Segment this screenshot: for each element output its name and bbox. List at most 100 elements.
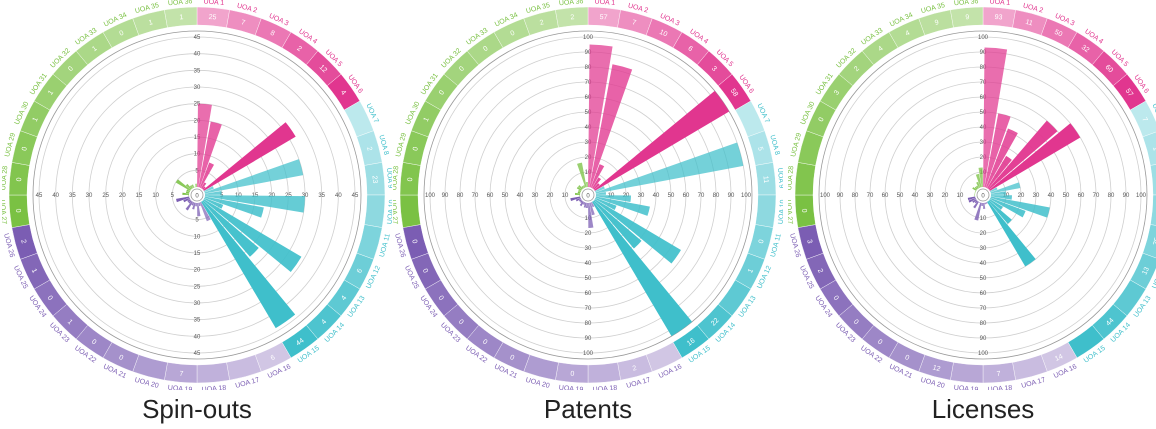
ring-segment — [399, 194, 421, 228]
bar-uoa-36 — [195, 183, 197, 188]
tick-label: 5 — [195, 218, 199, 224]
ring-value: 0 — [407, 177, 414, 182]
category-label: UOA 18 — [592, 385, 617, 390]
category-label: UOA 10 — [778, 199, 783, 224]
ring-value: 0 — [510, 30, 517, 38]
bar-uoa-6 — [594, 90, 730, 191]
grid-circle — [914, 126, 1052, 264]
tick-label: 20 — [585, 231, 592, 237]
tick-label: 25 — [194, 102, 201, 108]
bar-uoa-22 — [185, 201, 193, 211]
ring-value: 0 — [410, 239, 418, 245]
bar-uoa-6 — [989, 123, 1081, 191]
bar-uoa-25 — [575, 197, 582, 202]
ring-value: 11 — [762, 176, 770, 184]
tick-label: 90 — [585, 50, 592, 56]
ring-value: 0 — [800, 208, 807, 213]
bar-uoa-9 — [204, 190, 222, 195]
bar-uoa-10 — [595, 195, 631, 203]
tick-label: 20 — [547, 193, 554, 199]
category-label: UOA 20 — [920, 377, 946, 390]
tick-label: 40 — [980, 125, 987, 131]
category-label: UOA 26 — [393, 233, 406, 259]
ring-segment — [794, 162, 816, 196]
ring-segment — [1150, 194, 1156, 226]
bar-uoa-15 — [201, 201, 296, 329]
grid-circle — [504, 111, 672, 279]
bar-uoa-28 — [182, 192, 190, 195]
ring-value: 0 — [570, 371, 575, 378]
ring-value: 0 — [118, 354, 125, 362]
bar-uoa-14 — [988, 200, 1012, 224]
tick-label: 30 — [302, 193, 309, 199]
grid-circle — [55, 53, 339, 337]
tick-label: 80 — [852, 193, 859, 199]
category-label: UOA 19 — [558, 385, 583, 390]
tick-label: 70 — [980, 80, 987, 86]
tick-label: 80 — [585, 65, 592, 71]
ring-value: 8 — [269, 30, 276, 38]
outer-circle — [32, 30, 362, 360]
ring-value: 16 — [686, 337, 696, 347]
tick-label: 90 — [585, 336, 592, 342]
bar-uoa-3 — [985, 128, 1018, 189]
tick-label: 40 — [194, 334, 201, 340]
bar-uoa-18 — [588, 202, 594, 228]
category-label: UOA 17 — [1021, 377, 1047, 390]
ring-segment — [164, 6, 198, 28]
ring-value: 23 — [370, 175, 378, 183]
bar-uoa-16 — [590, 201, 595, 208]
tick-label: 35 — [318, 193, 325, 199]
bar-uoa-19 — [195, 202, 197, 207]
ring-value: 44 — [295, 337, 305, 347]
bar-uoa-8 — [595, 142, 744, 194]
ring-value: 0 — [437, 295, 445, 302]
ring-value: 9 — [934, 19, 940, 27]
tick-label: 50 — [585, 110, 592, 116]
tick-label: 80 — [457, 193, 464, 199]
ring-segment — [950, 6, 984, 28]
bar-uoa-21 — [191, 201, 195, 206]
bar-uoa-33 — [581, 185, 584, 189]
ring-value: 5 — [756, 146, 764, 152]
ring-value: 1 — [32, 116, 40, 123]
bar-uoa-9 — [990, 191, 1006, 195]
category-label: UOA 19 — [953, 385, 978, 390]
ring-segment — [755, 194, 777, 228]
center-label: 0 — [586, 194, 590, 200]
category-label: UOA 1 — [989, 0, 1010, 7]
ring-value: 1 — [179, 14, 184, 21]
bar-uoa-29 — [185, 191, 190, 194]
category-label: UOA 26 — [788, 233, 801, 259]
tick-label: 100 — [1136, 193, 1147, 199]
bar-uoa-35 — [577, 162, 587, 188]
ring-value: 0 — [852, 318, 860, 326]
tick-label: 40 — [585, 261, 592, 267]
category-label: UOA 27 — [2, 199, 7, 224]
bar-uoa-36 — [585, 182, 588, 188]
ring-segment — [523, 354, 559, 381]
category-label: UOA 1 — [594, 0, 615, 7]
ring-value: 4 — [905, 30, 912, 38]
ring-segment — [555, 6, 589, 28]
tick-label: 15 — [194, 135, 201, 141]
grid-circle — [459, 66, 717, 324]
tick-label: 100 — [978, 351, 989, 357]
tick-label: 60 — [585, 95, 592, 101]
bar-uoa-26 — [570, 196, 581, 201]
bar-uoa-32 — [974, 186, 978, 190]
tick-label: 40 — [653, 193, 660, 199]
tick-label: 50 — [502, 193, 509, 199]
bar-uoa-28 — [575, 192, 581, 195]
grid-circle — [71, 69, 323, 321]
category-label: UOA 28 — [2, 166, 9, 191]
bar-uoa-11 — [990, 196, 1050, 218]
ring-value: 57 — [599, 14, 607, 22]
ring-segment — [226, 354, 262, 381]
ring-value: 4 — [877, 45, 884, 53]
bar-uoa-35 — [194, 186, 196, 188]
ring-value: 6 — [270, 354, 277, 362]
tick-label: 60 — [882, 193, 889, 199]
tick-label: 40 — [1048, 193, 1055, 199]
bar-uoa-21 — [978, 201, 981, 203]
